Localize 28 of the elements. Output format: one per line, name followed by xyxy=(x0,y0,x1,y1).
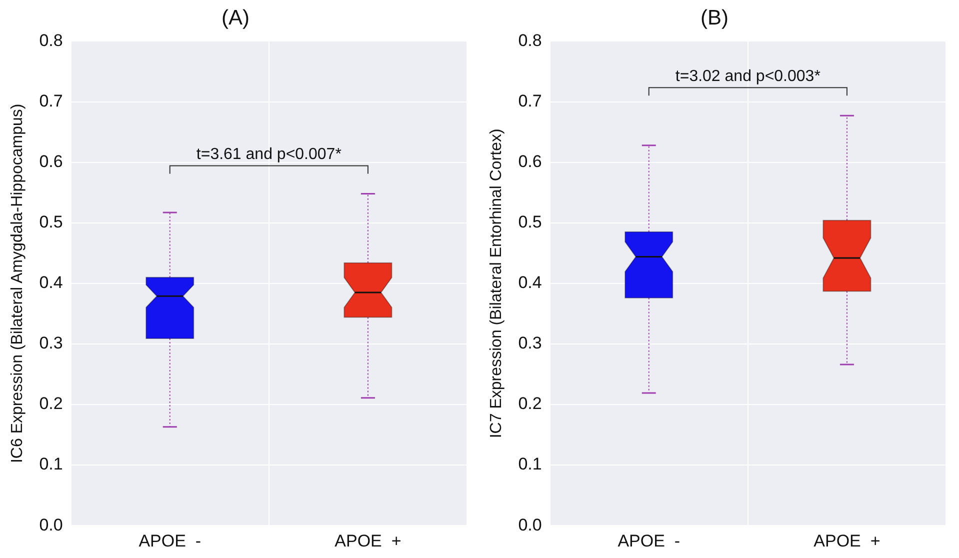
y-tick-label: 0.8 xyxy=(518,30,542,50)
chart-title: (A) xyxy=(222,6,250,30)
y-tick-label: 0.6 xyxy=(518,152,542,171)
y-tick-label: 0.8 xyxy=(39,30,63,50)
annotation: t=3.02 and p<0.003* xyxy=(675,68,820,86)
y-tick-label: 0.7 xyxy=(518,91,542,110)
y-tick-label: 0.7 xyxy=(39,91,63,110)
y-tick-label: 0.6 xyxy=(39,152,63,171)
y-axis-title: IC7 Expression (Bilateral Entorhinal Cortex) xyxy=(488,128,506,438)
x-tick-label: APOE + xyxy=(334,531,402,550)
y-tick-label: 0.0 xyxy=(39,515,63,534)
y-tick-label: 0.3 xyxy=(518,334,542,353)
y-tick-label: 0.4 xyxy=(518,273,542,292)
y-tick-label: 0.4 xyxy=(39,273,63,292)
y-tick-label: 0.2 xyxy=(518,394,542,414)
y-axis-title: IC6 Expression (Bilateral Amygdala-Hippocampus) xyxy=(9,104,26,464)
x-tick-label: APOE - xyxy=(618,531,680,550)
x-tick-label: APOE + xyxy=(814,531,880,550)
y-tick-label: 0.3 xyxy=(39,334,63,353)
y-tick-label: 0.5 xyxy=(518,212,542,232)
y-tick-label: 0.0 xyxy=(518,515,542,534)
y-tick-label: 0.1 xyxy=(518,454,542,474)
chart-title: (B) xyxy=(700,6,728,30)
x-tick-label: APOE - xyxy=(138,531,202,550)
annotation: t=3.61 and p<0.007* xyxy=(196,146,342,164)
y-tick-label: 0.5 xyxy=(39,212,63,232)
y-tick-label: 0.1 xyxy=(39,454,63,474)
y-tick-label: 0.2 xyxy=(39,394,63,414)
